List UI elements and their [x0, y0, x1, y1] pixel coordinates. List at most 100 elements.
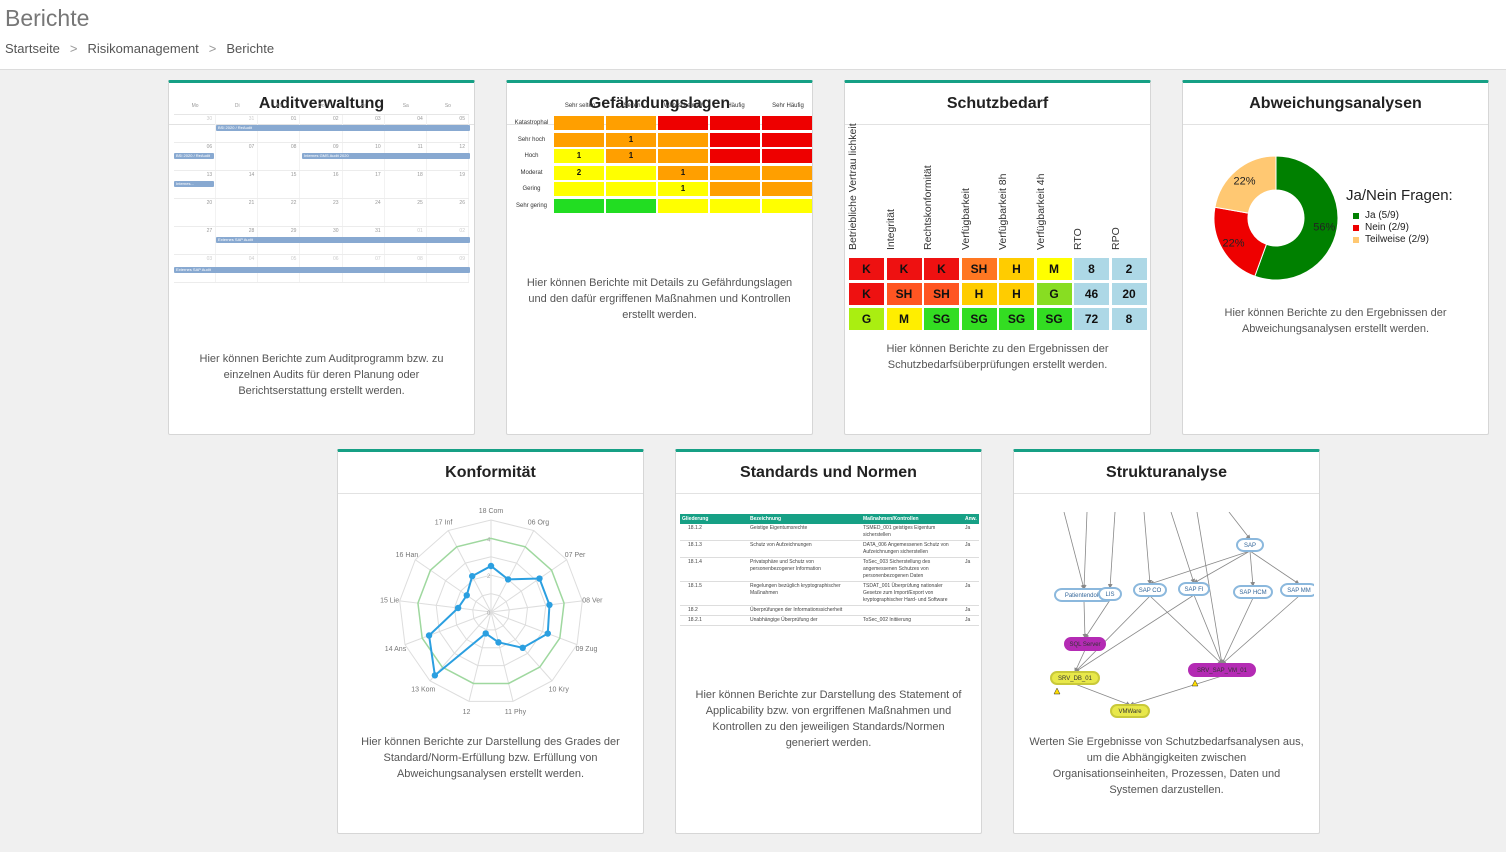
radar-point	[487, 562, 495, 570]
calendar-day: 18	[385, 171, 427, 198]
graph-edge	[1074, 683, 1131, 706]
radar-axis	[468, 611, 492, 702]
table-cell: 18.2.1	[680, 615, 748, 626]
card-strukturanalyse[interactable]: Strukturanalyse SAP Patientendoku LIS SAP C…	[1013, 449, 1320, 834]
matrix-row-label: Gering	[522, 186, 541, 193]
calendar-week: 06 07 08 09 10 11 12 BSI 2020 / ReAudit Internes…	[174, 143, 470, 171]
table-cell: Überprüfungen der Informationssicherheit	[748, 605, 861, 616]
matrix-cell	[658, 116, 708, 131]
weekday-label: Mi	[276, 103, 282, 109]
matrix-cell	[554, 116, 604, 131]
weekday-label: Di	[234, 103, 240, 109]
radar-point	[536, 575, 543, 582]
calendar-event: Internes GMS Audit 2020	[302, 153, 470, 159]
table-cell: Ja	[963, 540, 979, 558]
protection-column-header: Integrität	[884, 138, 925, 250]
protection-cell: 8	[1074, 258, 1109, 280]
calendar-day: 15	[258, 171, 301, 198]
graph-edge	[1193, 594, 1223, 665]
table-cell: ToSec_003 Sicherstellung des angemessene…	[861, 557, 963, 582]
radar-point	[468, 572, 476, 580]
matrix-row: Moderat 2 1	[509, 165, 814, 182]
matrix-row: Sehr gering	[509, 198, 814, 215]
calendar-day: 30	[174, 115, 217, 142]
radar-axis	[399, 600, 492, 613]
radar-gridline	[472, 593, 510, 631]
calendar-event: Externes SAP Audit	[174, 267, 470, 273]
donut-slice-label: 22%	[1233, 175, 1255, 187]
matrix-cell	[554, 198, 604, 213]
protection-cell: K	[849, 258, 884, 280]
protection-cell: SG	[924, 308, 959, 330]
graph-edge	[1084, 599, 1111, 639]
matrix-column-label: Sehr selten	[564, 103, 596, 109]
calendar-day: 16	[300, 171, 343, 198]
table-cell: Ja	[963, 557, 979, 582]
donut-slice	[1214, 155, 1277, 214]
table-header: Anw.	[963, 514, 979, 524]
calendar-day: 17	[343, 171, 385, 198]
graph-node	[1133, 583, 1167, 597]
graph-edge	[1149, 550, 1251, 586]
protection-cell: H	[961, 283, 997, 305]
breadcrumb-startseite[interactable]: Startseite	[5, 41, 60, 56]
graph-edge	[1082, 600, 1088, 639]
radar-point	[482, 630, 489, 637]
radar-axis-label: 07 Per	[565, 552, 586, 559]
card-auditverwaltung[interactable]: Auditverwaltung Mo Di Mi Do Fr Sa So 30 31 01 02 0…	[168, 80, 475, 435]
graph-node	[1233, 585, 1273, 599]
radar-axis	[490, 611, 578, 646]
table-row: 18.1.2 Geistige Eigentumsrechte TSMED_001 …	[680, 524, 979, 541]
calendar-day: 22	[258, 199, 301, 226]
card-gefaehrdungslagen[interactable]: Gefährdungslagen Sehr selten Selten Wahrsc…	[506, 80, 813, 435]
radar-axis-label: 09 Zug	[576, 646, 598, 653]
table-cell: 18.2	[680, 605, 748, 616]
radar-axis	[404, 611, 492, 646]
legend-swatch	[1353, 224, 1359, 231]
table-cell: 18.1.2	[680, 524, 748, 541]
card-standards-und-normen[interactable]: Standards und Normen Gliederung Bezeichnu…	[675, 449, 982, 834]
graph-edge	[1228, 512, 1251, 540]
graph-edge	[1149, 595, 1223, 665]
protection-cell: G	[849, 308, 884, 330]
graph-node-label: SAP CO	[1139, 588, 1162, 594]
radar-axis-label: 13 Kom	[411, 686, 435, 693]
graph-edge	[1249, 550, 1256, 587]
matrix-row: Hoch 1 1	[509, 148, 814, 165]
protection-column-label: Integrität	[884, 209, 897, 250]
breadcrumb-separator: >	[69, 41, 78, 56]
protection-cell: SH	[886, 283, 922, 305]
matrix-cell	[762, 182, 812, 197]
table-cell: Ja	[963, 605, 979, 616]
protection-cell: 2	[1111, 258, 1147, 280]
breadcrumb-risikomanagement[interactable]: Risikomanagement	[87, 41, 199, 56]
graph-node-label: LIS	[1105, 592, 1114, 598]
matrix-cell	[658, 149, 708, 164]
radar-point	[504, 576, 512, 583]
calendar-week: 13 14 15 16 17 18 19 Internes...	[174, 171, 469, 199]
card-title: Schutzbedarf	[845, 83, 1150, 125]
calendar-event: Externes SAP Audit	[216, 237, 470, 243]
radar-scale-label: 2	[487, 574, 491, 580]
table-cell: 18.1.4	[680, 557, 748, 582]
radar-axis	[490, 530, 535, 613]
warning-icon	[1191, 679, 1199, 687]
calendar-day: 23	[300, 199, 343, 226]
donut-chart: 56% 22% 22%	[1213, 155, 1339, 281]
card-schutzbedarf[interactable]: Schutzbedarf Betriebliche Vertrau lichke…	[844, 80, 1151, 435]
graph-edge	[1193, 550, 1251, 584]
graph-node-label: SAP	[1244, 543, 1256, 549]
table-cell: 18.1.5	[680, 581, 748, 606]
protection-cell: SG	[961, 308, 997, 330]
calendar-day: 24	[343, 199, 385, 226]
card-abweichungsanalysen[interactable]: Abweichungsanalysen 56% 22% 22% Ja/Nein Fr…	[1182, 80, 1489, 435]
protection-cell: H	[999, 283, 1034, 305]
protection-cell: SG	[1036, 308, 1072, 330]
protection-column-label: RTO	[1072, 228, 1084, 250]
protection-cell: M	[1036, 258, 1072, 280]
matrix-cell	[710, 149, 760, 164]
legend-item-ja: Ja (5/9)	[1353, 210, 1399, 221]
card-konformitaet[interactable]: Konformität 06 Org 07 Per 08 Ver 09 Zug 10 K…	[337, 449, 644, 834]
calendar-preview: Mo Di Mi Do Fr Sa So 30 31 01 02 03 04 05 BSI 2020 / …	[174, 103, 470, 283]
table-row: 18.1.5 Regelungen bezüglich kryptographis…	[680, 581, 979, 606]
